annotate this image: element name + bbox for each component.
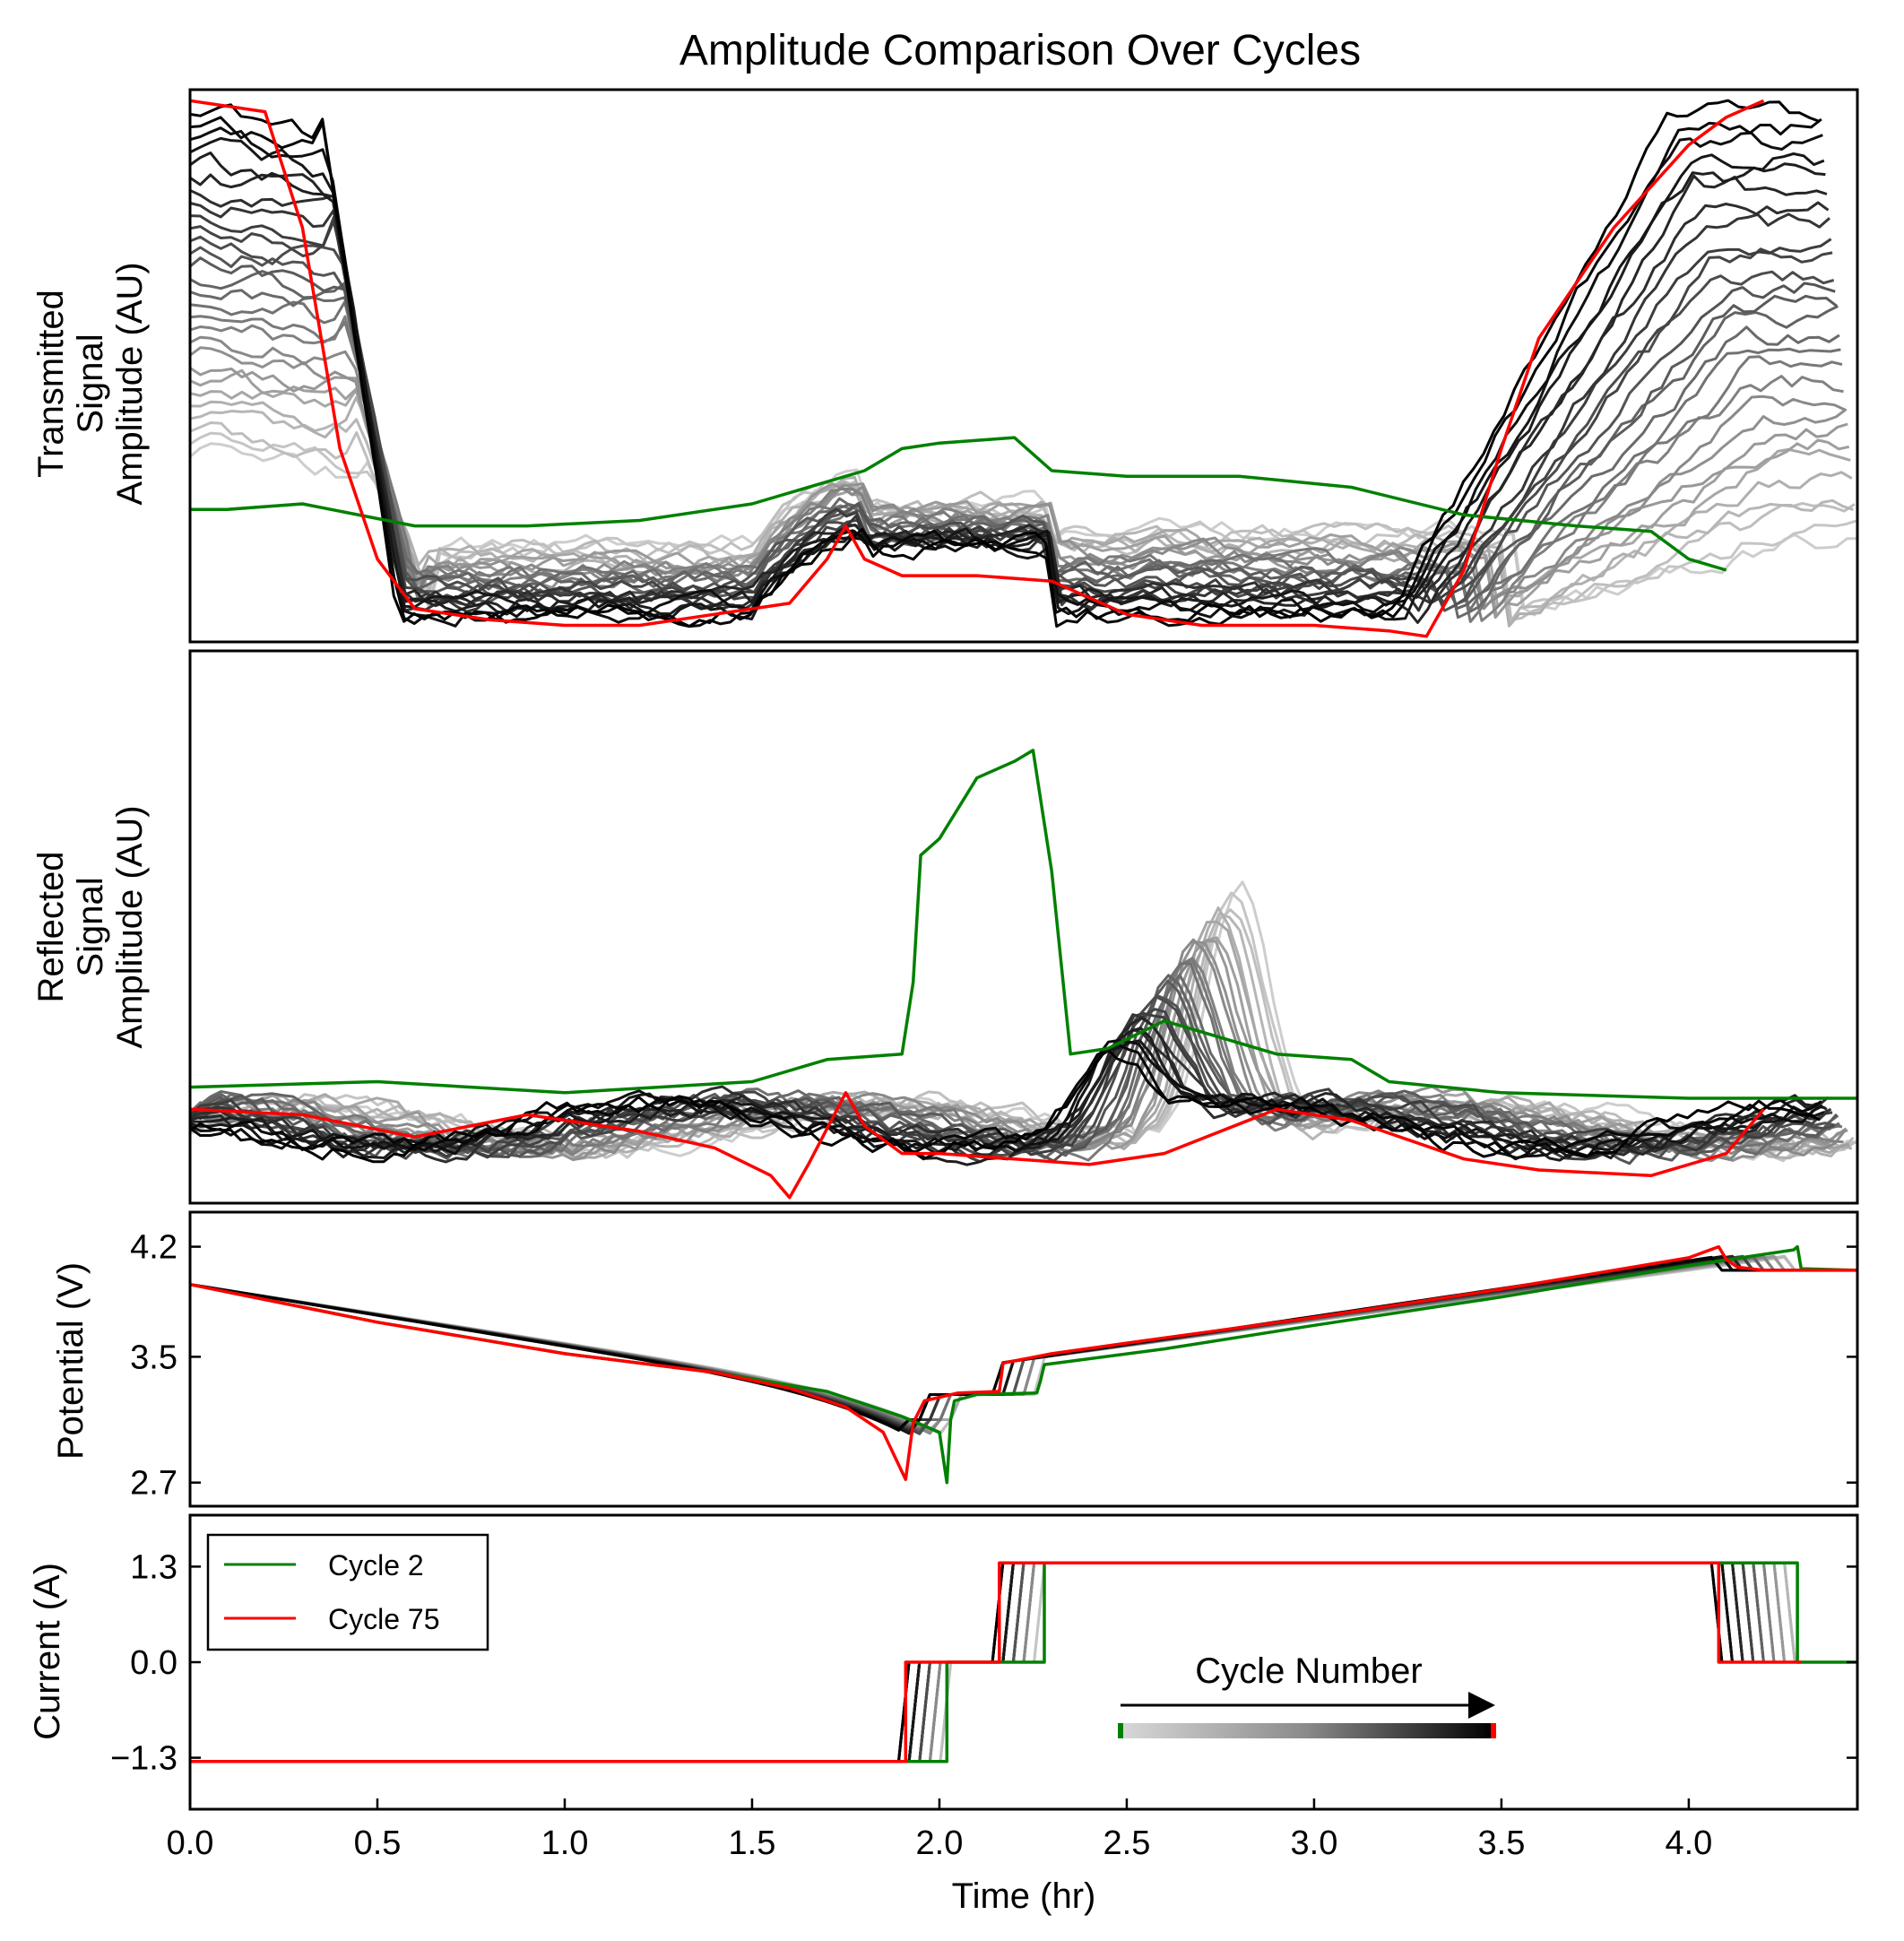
cycle-colorbar-gradient (1121, 1723, 1493, 1738)
ytick-label: 2.7 (130, 1465, 177, 1503)
cycle-trace (189, 1043, 1822, 1161)
potential-traces (189, 1244, 1858, 1485)
xtick-label: 3.5 (1478, 1824, 1526, 1862)
xtick-label: 4.0 (1665, 1824, 1712, 1862)
xtick-label: 0.0 (167, 1824, 214, 1862)
cycle-colorbar: Cycle Number (1118, 1651, 1496, 1738)
series-line-cycle-75 (189, 1244, 1857, 1481)
reflected-ylabel-line-1: Reflected (31, 852, 71, 1003)
cycle-trace (189, 1255, 1857, 1432)
current-plot-frame (188, 1513, 1859, 1811)
cycle-trace (189, 1255, 1857, 1434)
xtick-label: 1.0 (541, 1824, 589, 1862)
ytick-label: −1.3 (110, 1740, 177, 1778)
cycle-trace (189, 1255, 1857, 1435)
xtick-label: 2.0 (916, 1824, 964, 1862)
cycle-colorbar-start-marker (1118, 1723, 1123, 1738)
cycle-trace (189, 1256, 1857, 1432)
current-ylabel: Current (A) (28, 1563, 67, 1740)
cycle-trace (189, 1256, 1857, 1432)
transmitted-ylabel-line-3: Amplitude (AU) (110, 262, 150, 505)
cycle-trace (189, 300, 1841, 612)
time-xlabel: Time (hr) (952, 1876, 1096, 1916)
cycle-trace (189, 395, 1853, 628)
cycle-trace (189, 1255, 1857, 1434)
series-line-cycle-2 (189, 1244, 1858, 1485)
cycle-trace (189, 1255, 1857, 1432)
xtick-label: 3.0 (1291, 1824, 1338, 1862)
reflected-ylabel-line-3: Amplitude (AU) (110, 805, 150, 1048)
cycle-colorbar-label: Cycle Number (1195, 1651, 1422, 1691)
legend-label-cycle-75: Cycle 75 (328, 1603, 440, 1635)
cycle-trace (189, 1254, 1857, 1434)
series-line-cycle-75 (190, 1561, 1802, 1763)
potential-ylabel: Potential (V) (51, 1262, 91, 1460)
ytick-label: 1.3 (130, 1548, 177, 1586)
ytick-label: 3.5 (130, 1339, 177, 1376)
cycle-trace (189, 1255, 1857, 1434)
cycle-trace (189, 1255, 1857, 1435)
cycle-trace (189, 1256, 1857, 1432)
potential-plot-frame (188, 1210, 1859, 1508)
series-line-cycle-2 (190, 1561, 1857, 1763)
cycle-trace (188, 906, 1853, 1160)
current-panel: Current (A) −1.3 0.0 1.3 0.0 0.5 1.0 1.5 2.0 2.… (28, 1513, 1859, 1916)
reflected-panel: Reflected Signal Amplitude (AU) (31, 649, 1859, 1205)
ytick-label: 0.0 (130, 1644, 177, 1682)
cycle-trace (189, 99, 1821, 628)
cycle-trace (189, 1255, 1857, 1434)
transmitted-traces (189, 99, 1857, 638)
ytick-label: 4.2 (130, 1229, 177, 1267)
legend-box (206, 1533, 489, 1651)
legend-label-cycle-2: Cycle 2 (328, 1549, 424, 1581)
cycle-trace (189, 1255, 1857, 1434)
current-traces (190, 1561, 1857, 1763)
series-line-cycle-75 (189, 1091, 1765, 1200)
current-yticks: −1.3 0.0 1.3 (110, 1548, 1857, 1778)
cycle-trace (189, 1255, 1857, 1433)
cycle-trace (189, 346, 1848, 611)
cycle-trace (189, 1255, 1857, 1434)
potential-panel: Potential (V) 2.7 3.5 4.2 (51, 1210, 1859, 1508)
cycle-trace (189, 1255, 1857, 1433)
cycle-trace (189, 1256, 1857, 1434)
transmitted-ylabel-line-1: Transmitted (31, 290, 71, 478)
transmitted-plot-frame (188, 88, 1859, 644)
transmitted-ylabel-line-2: Signal (71, 334, 110, 433)
time-xticks: 0.0 0.5 1.0 1.5 2.0 2.5 3.0 3.5 4.0 (167, 1798, 1712, 1862)
cycle-trace (189, 136, 1825, 621)
series-line-cycle-2 (189, 749, 1857, 1100)
legend: Cycle 2 Cycle 75 (206, 1533, 489, 1651)
transmitted-panel: Transmitted Signal Amplitude (AU) (31, 88, 1859, 644)
series-line-cycle-75 (189, 99, 1765, 638)
reflected-traces (188, 749, 1858, 1200)
cycle-trace (189, 246, 1836, 612)
series-line-cycle-2 (190, 436, 1727, 572)
reflected-ylabel-line-2: Signal (71, 877, 110, 976)
cycle-trace (189, 1255, 1857, 1433)
cycle-trace (189, 1255, 1857, 1435)
cycle-trace (189, 1255, 1857, 1432)
xtick-label: 1.5 (729, 1824, 776, 1862)
cycle-trace (189, 1256, 1857, 1434)
cycle-trace (189, 1254, 1857, 1434)
cycle-trace (189, 1047, 1821, 1164)
xtick-label: 2.5 (1103, 1824, 1151, 1862)
xtick-label: 0.5 (354, 1824, 402, 1862)
chart-title: Amplitude Comparison Over Cycles (679, 27, 1361, 74)
cycle-colorbar-end-marker (1491, 1723, 1496, 1738)
cycle-trace (189, 173, 1828, 624)
reflected-plot-frame (188, 649, 1859, 1205)
cycle-trace (189, 442, 1857, 617)
cycle-trace (189, 1255, 1857, 1435)
cycle-trace (189, 1039, 1823, 1159)
potential-yticks: 2.7 3.5 4.2 (130, 1229, 1857, 1503)
